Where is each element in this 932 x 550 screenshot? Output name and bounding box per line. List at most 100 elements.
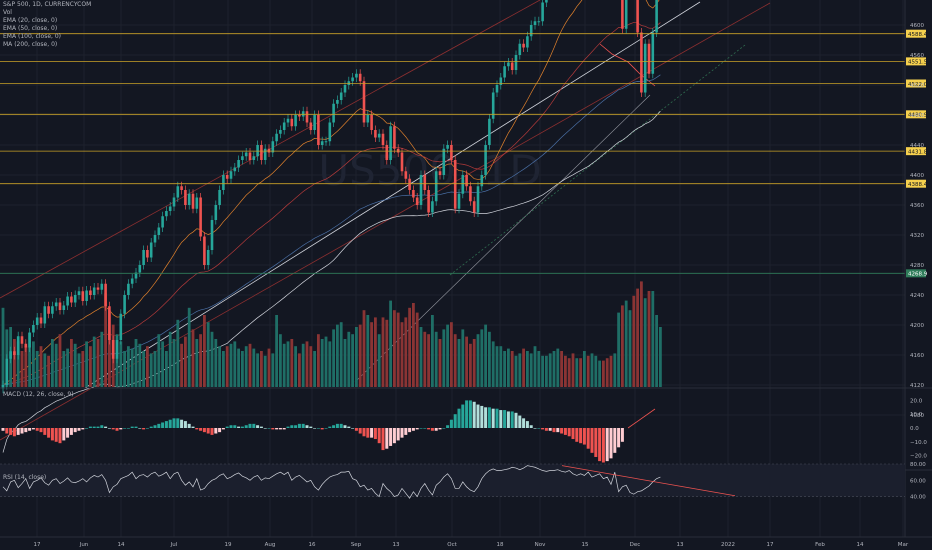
candle-body[interactable] xyxy=(77,291,81,295)
candle-body[interactable] xyxy=(324,141,328,143)
legend-item-ema100[interactable]: EMA (100, close, 0) xyxy=(3,33,62,40)
candle-body[interactable] xyxy=(624,0,628,29)
candle-body[interactable] xyxy=(415,197,419,206)
candle-body[interactable] xyxy=(282,122,286,131)
candle-body[interactable] xyxy=(233,167,237,172)
candle-body[interactable] xyxy=(32,325,35,333)
candle-body[interactable] xyxy=(313,115,316,130)
candle-body[interactable] xyxy=(419,175,423,205)
candle-body[interactable] xyxy=(203,236,206,266)
candle-body[interactable] xyxy=(647,43,651,74)
candle-body[interactable] xyxy=(465,175,468,187)
candle-body[interactable] xyxy=(222,175,225,190)
candle-body[interactable] xyxy=(529,25,533,37)
candle-body[interactable] xyxy=(450,145,453,160)
candle-body[interactable] xyxy=(28,332,31,348)
candle-body[interactable] xyxy=(237,160,240,168)
candle-body[interactable] xyxy=(472,201,476,213)
candle-body[interactable] xyxy=(343,85,347,93)
candle-body[interactable] xyxy=(176,186,180,198)
candle-body[interactable] xyxy=(279,130,282,134)
candle-body[interactable] xyxy=(70,296,73,303)
candle-body[interactable] xyxy=(332,103,335,123)
candle-body[interactable] xyxy=(400,152,404,172)
candle-body[interactable] xyxy=(434,171,438,202)
candle-body[interactable] xyxy=(51,306,54,314)
candle-body[interactable] xyxy=(651,32,655,74)
candle-body[interactable] xyxy=(5,358,9,385)
candle-body[interactable] xyxy=(526,36,529,48)
candle-body[interactable] xyxy=(271,141,275,153)
candle-body[interactable] xyxy=(290,118,294,127)
candle-body[interactable] xyxy=(545,0,548,3)
candle-body[interactable] xyxy=(328,122,332,142)
candle-body[interactable] xyxy=(195,197,199,209)
candle-body[interactable] xyxy=(146,250,149,258)
candle-body[interactable] xyxy=(309,122,313,131)
candle-body[interactable] xyxy=(43,306,47,324)
legend-item-vol[interactable]: Vol xyxy=(3,9,12,16)
candle-body[interactable] xyxy=(427,190,430,213)
candle-body[interactable] xyxy=(537,21,541,23)
candle-body[interactable] xyxy=(469,186,472,202)
candle-body[interactable] xyxy=(115,340,119,359)
candle-body[interactable] xyxy=(184,190,187,205)
candle-body[interactable] xyxy=(161,216,164,228)
candle-body[interactable] xyxy=(180,186,183,190)
candle-body[interactable] xyxy=(89,290,92,296)
candle-body[interactable] xyxy=(503,66,506,78)
candle-body[interactable] xyxy=(636,0,639,33)
candle-body[interactable] xyxy=(73,295,77,303)
candle-body[interactable] xyxy=(172,197,176,207)
candle-body[interactable] xyxy=(165,211,168,217)
candle-body[interactable] xyxy=(108,306,111,340)
candle-body[interactable] xyxy=(533,21,537,25)
candle-body[interactable] xyxy=(381,133,385,145)
candle-body[interactable] xyxy=(39,317,43,324)
candle-body[interactable] xyxy=(153,235,157,243)
candle-body[interactable] xyxy=(510,62,514,71)
candle-body[interactable] xyxy=(389,126,392,160)
candle-body[interactable] xyxy=(1,385,5,389)
candle-body[interactable] xyxy=(142,250,145,265)
candle-body[interactable] xyxy=(85,290,88,302)
candle-body[interactable] xyxy=(514,55,518,70)
candle-body[interactable] xyxy=(244,152,248,157)
candle-body[interactable] xyxy=(260,145,263,160)
candle-body[interactable] xyxy=(263,148,267,160)
candle-body[interactable] xyxy=(16,336,20,355)
candle-body[interactable] xyxy=(518,43,522,55)
candle-body[interactable] xyxy=(210,220,214,250)
candle-body[interactable] xyxy=(248,152,252,161)
candle-body[interactable] xyxy=(96,287,100,290)
candle-body[interactable] xyxy=(104,283,107,307)
candle-body[interactable] xyxy=(24,343,28,348)
candle-body[interactable] xyxy=(640,32,643,93)
candle-body[interactable] xyxy=(157,227,161,236)
candle-body[interactable] xyxy=(187,193,191,205)
candle-body[interactable] xyxy=(385,145,389,160)
horizontal-levels[interactable]: 4718.94701.14650.74588.44551.54522.04480… xyxy=(0,0,930,278)
candle-body[interactable] xyxy=(62,305,66,311)
candle-body[interactable] xyxy=(134,272,138,279)
macd-label[interactable]: MACD (12, 26, close, 9) xyxy=(3,391,74,398)
candle-body[interactable] xyxy=(229,171,233,179)
candle-body[interactable] xyxy=(453,160,457,209)
candle-body[interactable] xyxy=(461,175,465,194)
candle-body[interactable] xyxy=(355,73,358,78)
candle-body[interactable] xyxy=(225,175,229,179)
candle-body[interactable] xyxy=(256,145,259,157)
candle-body[interactable] xyxy=(66,296,69,306)
candle-body[interactable] xyxy=(621,0,624,29)
candle-body[interactable] xyxy=(58,302,62,311)
candle-body[interactable] xyxy=(476,186,480,213)
candle-body[interactable] xyxy=(643,43,647,93)
candle-body[interactable] xyxy=(298,115,301,117)
legend-symbol[interactable]: S&P 500, 1D, CURRENCYCOM xyxy=(3,1,92,8)
candle-body[interactable] xyxy=(92,287,96,296)
candle-body[interactable] xyxy=(317,115,320,145)
candle-body[interactable] xyxy=(9,351,12,359)
candle-body[interactable] xyxy=(404,171,408,179)
candle-body[interactable] xyxy=(320,141,324,145)
